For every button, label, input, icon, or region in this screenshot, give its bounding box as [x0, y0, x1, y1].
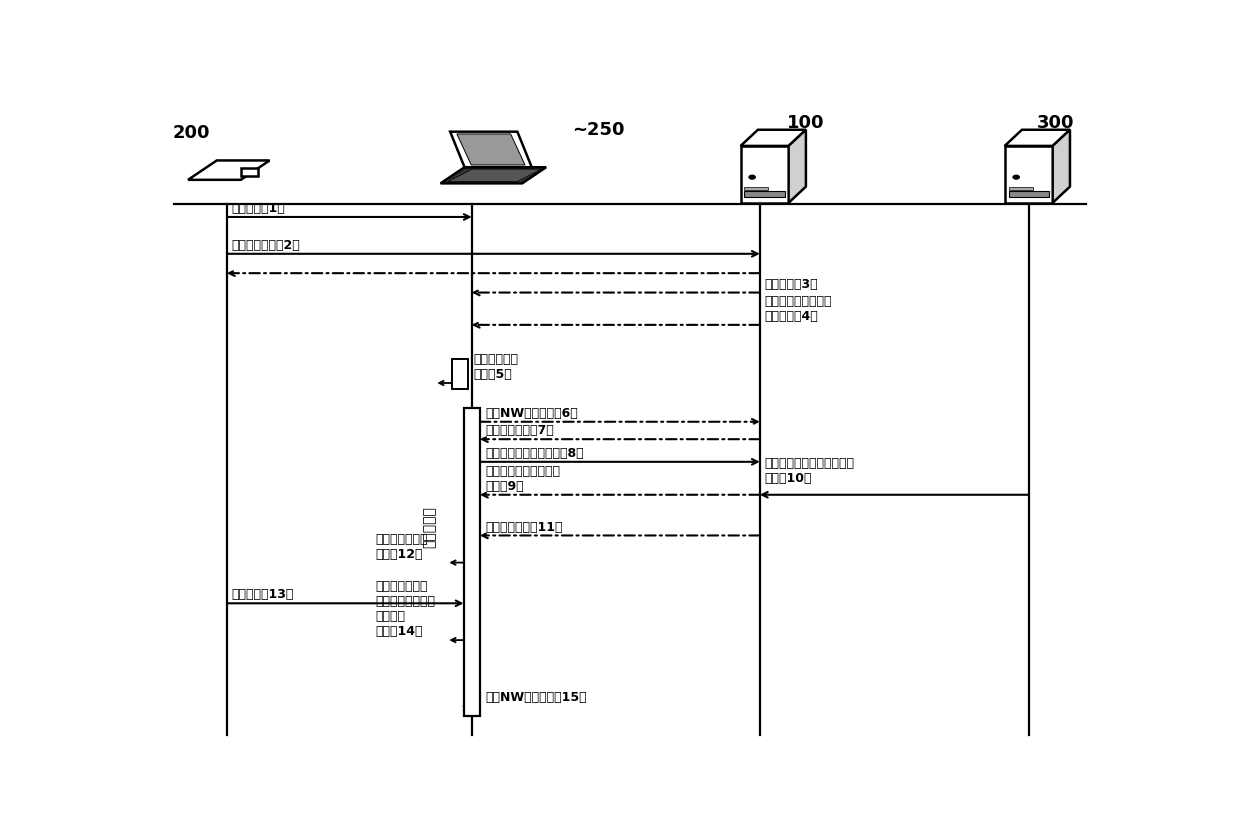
Polygon shape — [741, 146, 789, 203]
Polygon shape — [1005, 146, 1053, 203]
Text: 300: 300 — [1036, 114, 1074, 133]
Polygon shape — [441, 167, 546, 184]
Circle shape — [1012, 175, 1020, 180]
Polygon shape — [1053, 130, 1070, 203]
Text: ~250: ~250 — [572, 121, 624, 138]
Text: 代理应答（步骤11）: 代理应答（步骤11） — [486, 520, 563, 534]
Polygon shape — [1005, 130, 1070, 146]
Text: 加密通信（步骤7）: 加密通信（步骤7） — [486, 425, 554, 437]
Polygon shape — [240, 168, 258, 176]
Circle shape — [748, 175, 756, 180]
Bar — [1009, 187, 1032, 190]
Bar — [1009, 191, 1049, 197]
Text: 认识后分配第二次软件
（步骤9）: 认识后分配第二次软件 （步骤9） — [486, 465, 560, 492]
Text: 连接（步骤1）: 连接（步骤1） — [232, 202, 285, 215]
Bar — [745, 187, 768, 190]
Text: 根据访问要求信息获取信息
（步骤10）: 根据访问要求信息获取信息 （步骤10） — [764, 457, 855, 485]
Polygon shape — [188, 160, 270, 180]
Polygon shape — [449, 169, 541, 181]
Polygon shape — [789, 130, 805, 203]
Text: 临时保存软件
（步骤5）: 临时保存软件 （步骤5） — [473, 353, 519, 381]
Text: 发送发问要求信息（步骤8）: 发送发问要求信息（步骤8） — [486, 447, 584, 460]
Text: 变更NW设定（步骤6）: 变更NW设定（步骤6） — [486, 407, 577, 420]
Polygon shape — [450, 132, 532, 167]
Text: 删除访问用画面
删除访问历史记录
删除软件
（步骤14）: 删除访问用画面 删除访问历史记录 删除软件 （步骤14） — [375, 581, 436, 638]
Text: 200: 200 — [172, 124, 211, 142]
Polygon shape — [741, 130, 805, 146]
Text: 恢复NW设定（步骤15）: 恢复NW设定（步骤15） — [486, 691, 587, 704]
Bar — [451, 359, 468, 389]
Text: 认识（步骤3）: 认识（步骤3） — [764, 278, 818, 290]
Bar — [745, 191, 784, 197]
Text: 标识发送（步骤2）: 标识发送（步骤2） — [232, 239, 300, 252]
Bar — [463, 408, 479, 716]
Polygon shape — [457, 134, 525, 165]
Text: 显示访问用画面
（步骤12）: 显示访问用画面 （步骤12） — [375, 533, 429, 560]
Text: 100: 100 — [787, 114, 824, 133]
Text: 根据标识分配第一次
软件（步骤4）: 根据标识分配第一次 软件（步骤4） — [764, 295, 833, 323]
Text: 软件的处理: 软件的处理 — [422, 506, 436, 548]
Text: 断开（步骤13）: 断开（步骤13） — [232, 588, 294, 602]
